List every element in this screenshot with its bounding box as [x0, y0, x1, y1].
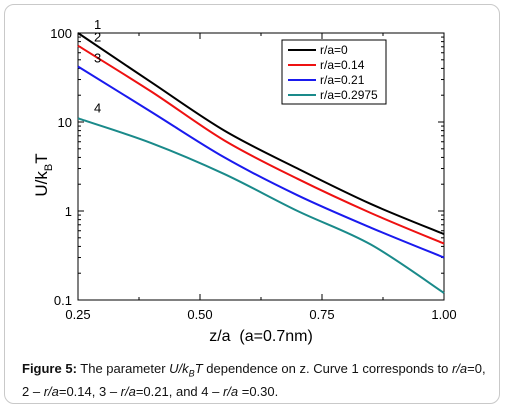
caption-ra-3: r/a: [120, 383, 136, 399]
y-tick-label: 0.1: [54, 293, 72, 308]
series-line-2: [77, 44, 445, 245]
legend-label: r/a=0.2975: [320, 88, 378, 102]
figure-caption: Figure 5: The parameter U/kBT dependence…: [22, 360, 492, 400]
caption-v3: =0.21, and 4 –: [135, 383, 223, 399]
svg-text:U/kBT: U/kBT: [32, 153, 55, 196]
legend-label: r/a=0: [320, 43, 348, 57]
caption-b: B: [188, 368, 195, 379]
x-axis-label: z/a (a=0.7nm): [209, 328, 313, 345]
legend-label: r/a=0.14: [320, 58, 365, 72]
caption-ra-1: r/a: [451, 361, 468, 376]
caption-v1: =0, 2 –: [22, 361, 486, 399]
y-axis-label-tail: T: [32, 153, 51, 163]
plot-area: [77, 32, 445, 301]
caption-text-1: The parameter: [76, 361, 170, 376]
tick-labels: 0.25 0.50 0.75 1.00 0.1 1 10 100: [50, 26, 456, 322]
series-line-4: [77, 117, 445, 294]
y-axis-label: U/kBT: [32, 153, 55, 196]
legend: r/a=0r/a=0.14r/a=0.21r/a=0.2975: [281, 39, 387, 105]
y-tick-label: 100: [50, 26, 72, 41]
caption-u: U/k: [169, 361, 189, 376]
x-tick-label: 0.75: [309, 307, 334, 322]
y-axis-label-main: U/k: [32, 171, 51, 197]
caption-label: Figure 5:: [22, 361, 77, 376]
curve-label-3: 3: [94, 51, 101, 66]
x-tick-label: 0.25: [65, 307, 90, 322]
series-line-3: [77, 65, 445, 259]
caption-v4: =0.30.: [238, 383, 279, 399]
curve-label-1: 1: [94, 17, 101, 32]
caption-ra-4: r/a: [222, 383, 239, 399]
x-tick-label: 1.00: [431, 307, 456, 322]
curve-label-4: 4: [94, 100, 101, 115]
legend-label: r/a=0.21: [320, 73, 365, 87]
curve-label-2: 2: [94, 30, 101, 45]
caption-t: T: [194, 361, 203, 376]
caption-text-2: dependence on z. Curve 1 corresponds to: [202, 361, 452, 376]
y-tick-label: 10: [58, 115, 72, 130]
y-tick-label: 1: [65, 204, 72, 219]
y-axis-label-sub: B: [43, 164, 55, 171]
series-layer: 12 3 4: [77, 17, 445, 294]
caption-ra-2: r/a: [43, 383, 59, 399]
x-tick-label: 0.50: [187, 307, 212, 322]
series-line-1: [77, 32, 445, 236]
caption-v2: =0.14, 3 –: [58, 383, 121, 399]
